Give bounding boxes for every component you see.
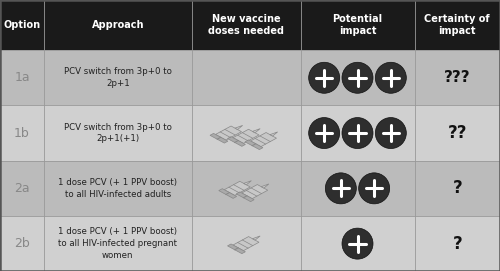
Text: Approach: Approach: [92, 20, 144, 30]
Polygon shape: [270, 132, 278, 136]
Polygon shape: [235, 125, 242, 130]
Polygon shape: [233, 237, 259, 251]
Text: 1 dose PCV (+ 1 PPV boost)
to all HIV-infected adults: 1 dose PCV (+ 1 PPV boost) to all HIV-in…: [58, 178, 177, 199]
Text: Option: Option: [4, 20, 40, 30]
Bar: [0, 0, 500, 50]
Polygon shape: [250, 133, 276, 147]
Bar: [0, 50, 500, 105]
Ellipse shape: [342, 228, 373, 259]
Text: PCV switch from 3p+0 to
2p+1: PCV switch from 3p+0 to 2p+1: [64, 67, 172, 88]
Polygon shape: [233, 129, 259, 143]
Text: ?: ?: [452, 179, 462, 197]
Text: 1b: 1b: [14, 127, 30, 140]
Ellipse shape: [308, 118, 340, 149]
Polygon shape: [261, 184, 269, 188]
Polygon shape: [245, 140, 263, 150]
Text: ???: ???: [444, 70, 470, 85]
Polygon shape: [242, 185, 268, 199]
Ellipse shape: [376, 62, 406, 93]
Polygon shape: [224, 181, 250, 195]
Polygon shape: [236, 192, 254, 202]
Ellipse shape: [308, 62, 340, 93]
Bar: [0, 216, 500, 271]
Text: New vaccine
doses needed: New vaccine doses needed: [208, 14, 284, 36]
Text: 2a: 2a: [14, 182, 30, 195]
Polygon shape: [252, 236, 260, 240]
Text: 2b: 2b: [14, 237, 30, 250]
Ellipse shape: [342, 118, 373, 149]
Polygon shape: [210, 133, 228, 143]
Bar: [0, 105, 500, 161]
Polygon shape: [219, 189, 236, 198]
Text: Certainty of
impact: Certainty of impact: [424, 14, 490, 36]
Text: 1 dose PCV (+ 1 PPV boost)
to all HIV-infected pregnant
women: 1 dose PCV (+ 1 PPV boost) to all HIV-in…: [58, 227, 177, 260]
Ellipse shape: [342, 62, 373, 93]
Polygon shape: [228, 244, 246, 254]
Text: 1a: 1a: [14, 71, 30, 84]
Ellipse shape: [358, 173, 390, 204]
Polygon shape: [252, 129, 260, 133]
Text: ?: ?: [452, 235, 462, 253]
Text: PCV switch from 3p+0 to
2p+1(+1): PCV switch from 3p+0 to 2p+1(+1): [64, 123, 172, 143]
Ellipse shape: [376, 118, 406, 149]
Polygon shape: [244, 181, 252, 185]
Bar: [0, 161, 500, 216]
Text: Potential
impact: Potential impact: [332, 14, 382, 36]
Polygon shape: [228, 137, 246, 146]
Polygon shape: [216, 126, 242, 140]
Text: ??: ??: [448, 124, 467, 142]
Ellipse shape: [326, 173, 356, 204]
